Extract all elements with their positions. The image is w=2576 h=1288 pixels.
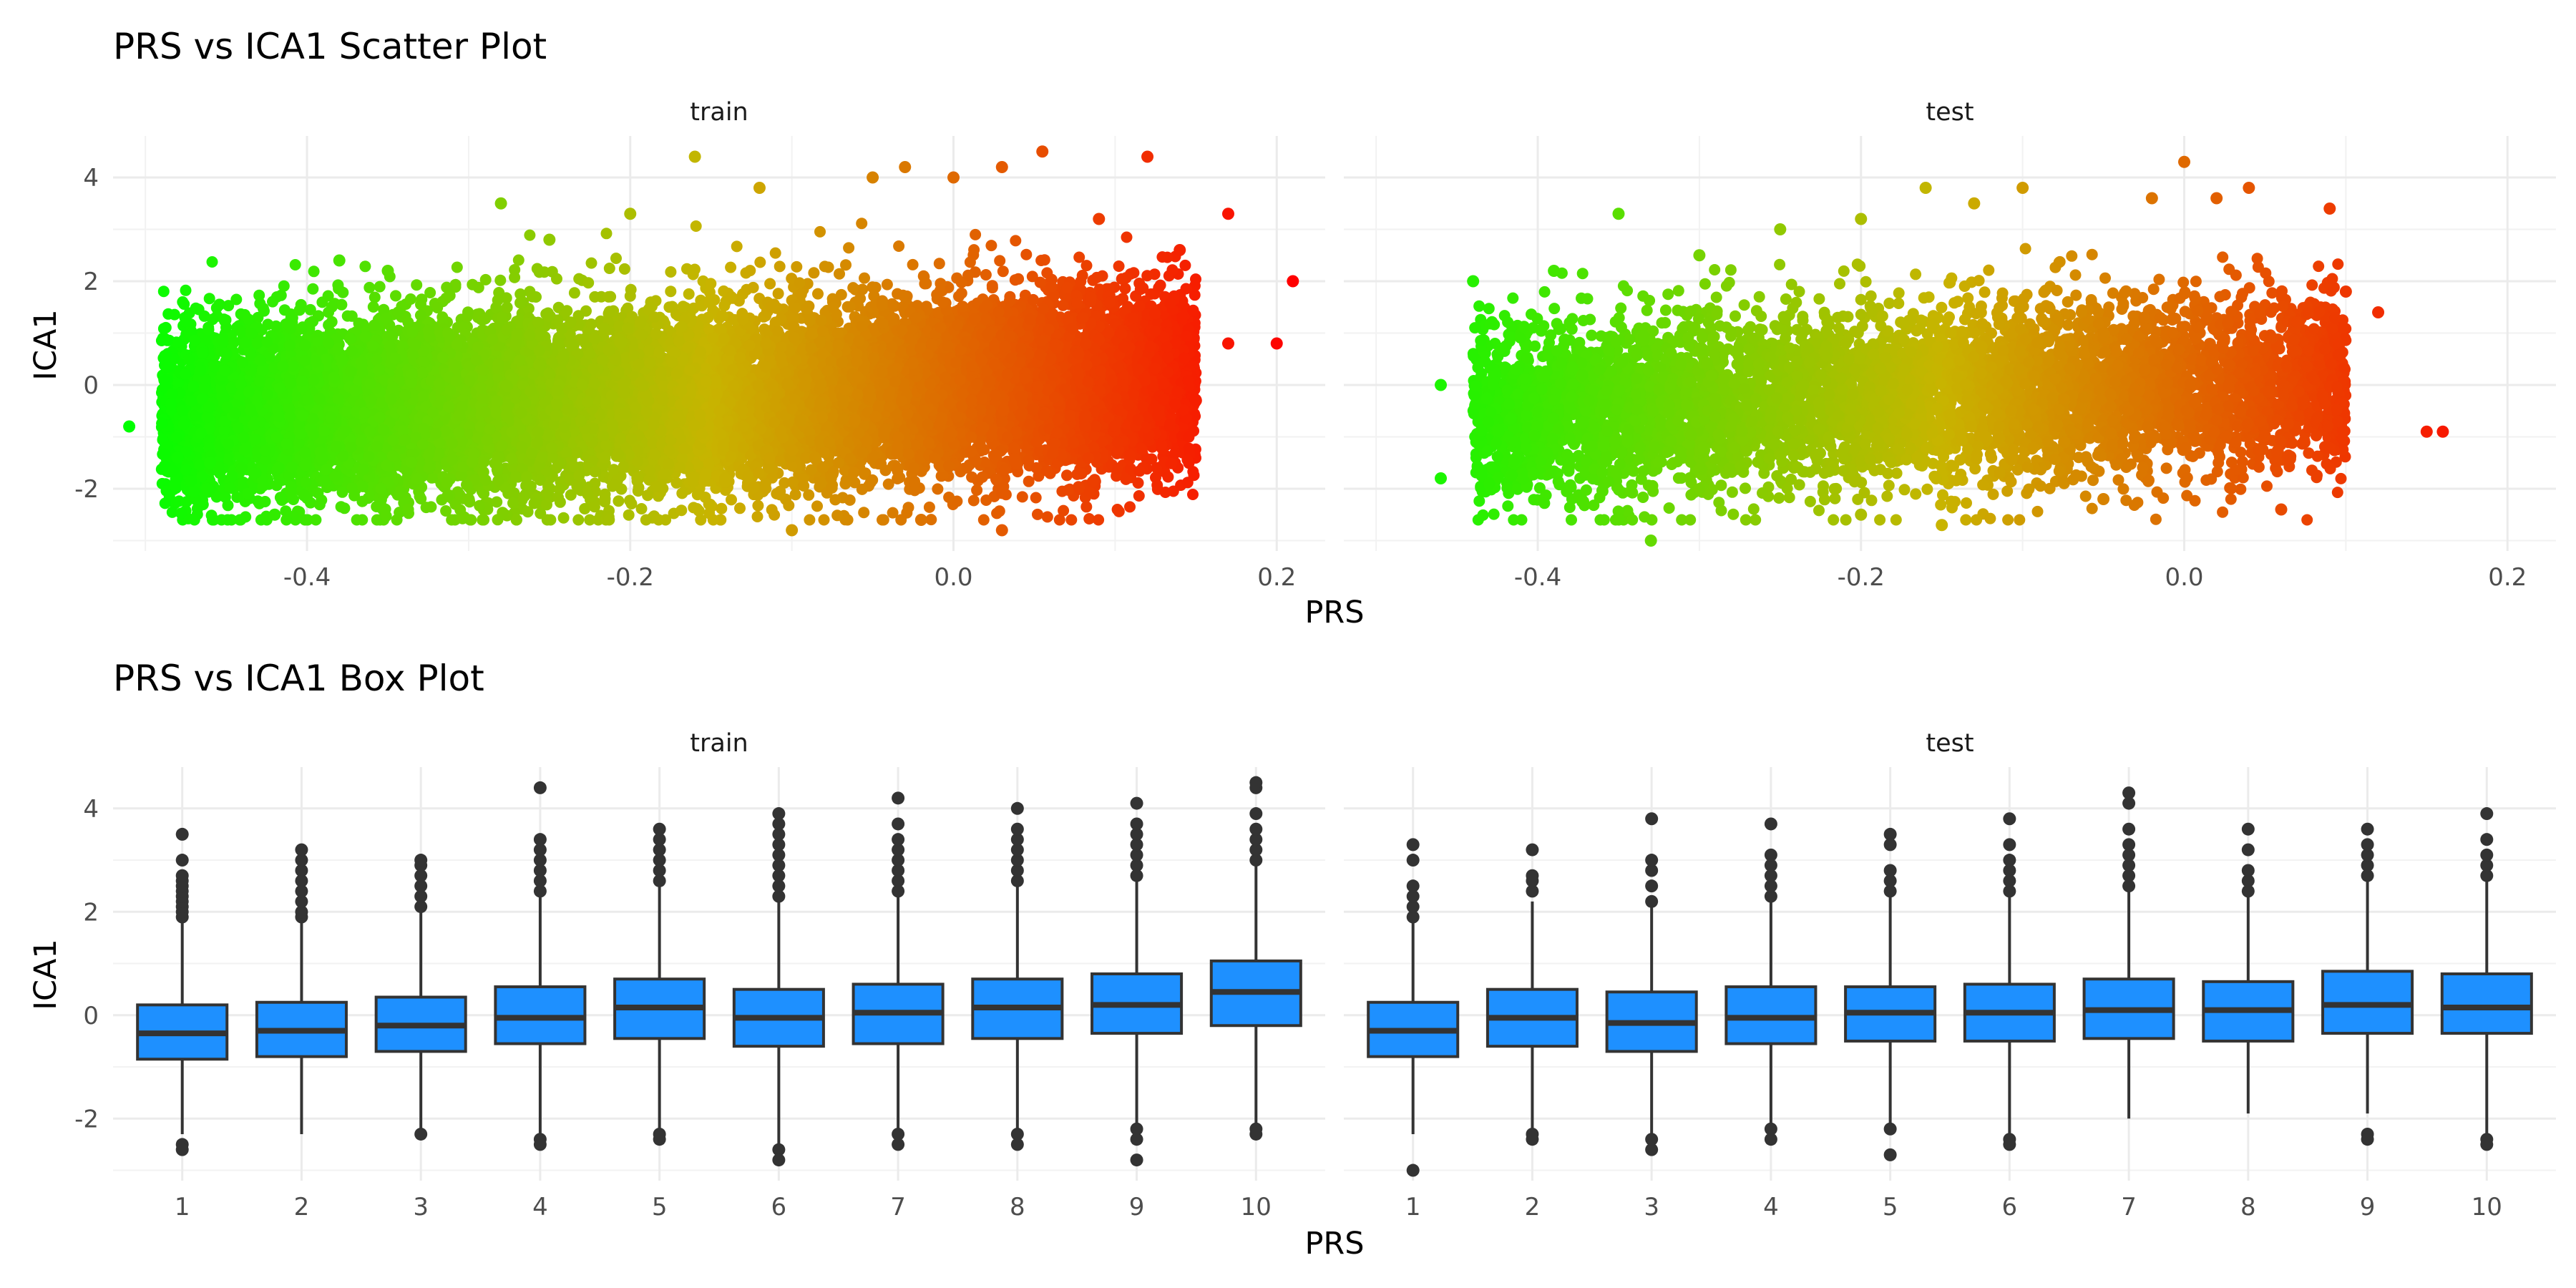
scatter-title: PRS vs ICA1 Scatter Plot: [113, 26, 547, 67]
scatter-point: [754, 256, 766, 268]
scatter-point: [622, 302, 634, 314]
scatter-point: [881, 278, 893, 291]
scatter-point: [557, 512, 570, 524]
scatter-point: [635, 503, 648, 514]
scatter-point: [613, 495, 625, 507]
scatter-point: [955, 287, 967, 299]
scatter-point: [390, 290, 401, 302]
scatter-point: [568, 287, 580, 299]
scatter-point: [451, 261, 463, 273]
scatter-point: [769, 247, 781, 259]
scatter-point: [725, 261, 737, 273]
scatter-point: [740, 267, 752, 279]
scatter-point: [579, 503, 591, 514]
scatter-point: [206, 256, 218, 268]
scatter-point: [734, 502, 746, 514]
scatter-point: [623, 509, 635, 521]
scatter-point: [783, 499, 795, 512]
scatter-point: [1065, 514, 1078, 526]
scatter-point: [907, 258, 919, 270]
scatter-point: [462, 306, 474, 318]
scatter-facet-label-train: train: [690, 98, 748, 127]
scatter-point: [1113, 260, 1125, 272]
scatter-point: [367, 301, 379, 313]
scatter-point: [1121, 231, 1133, 243]
scatter-point: [1041, 511, 1053, 523]
scatter-point: [764, 278, 776, 290]
scatter-facet-label-test: test: [1926, 98, 1974, 127]
scatter-point: [467, 278, 479, 291]
scatter-point: [1093, 514, 1105, 526]
scatter-point: [356, 514, 369, 526]
scatter-point: [359, 260, 371, 273]
scatter-point: [585, 257, 597, 269]
scatter-point: [814, 225, 826, 238]
scatter-point: [411, 279, 423, 291]
scatter-point: [683, 288, 695, 300]
scatter-point: [774, 485, 786, 497]
scatter-point-cloud: [155, 218, 1202, 526]
scatter-point: [301, 514, 313, 526]
scatter-point: [192, 303, 205, 316]
scatter-point: [600, 228, 613, 240]
scatter-point: [1133, 490, 1145, 502]
scatter-point: [477, 514, 489, 526]
scatter-point: [858, 507, 870, 519]
